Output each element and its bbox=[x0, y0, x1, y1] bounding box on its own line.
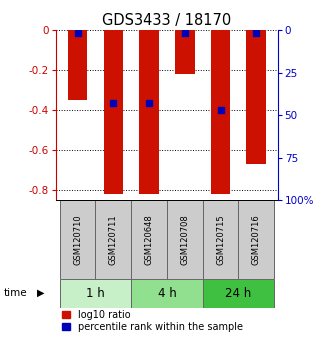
Text: GSM120710: GSM120710 bbox=[73, 214, 82, 265]
FancyBboxPatch shape bbox=[167, 200, 203, 279]
Text: 1 h: 1 h bbox=[86, 287, 105, 299]
FancyBboxPatch shape bbox=[203, 200, 239, 279]
Text: ▶: ▶ bbox=[37, 288, 44, 298]
Bar bbox=[139, 30, 159, 194]
Text: 24 h: 24 h bbox=[225, 287, 251, 299]
Text: GSM120715: GSM120715 bbox=[216, 214, 225, 265]
Bar bbox=[68, 30, 87, 100]
Text: GSM120708: GSM120708 bbox=[180, 214, 189, 265]
Bar bbox=[175, 30, 195, 74]
FancyBboxPatch shape bbox=[203, 279, 274, 308]
Text: time: time bbox=[3, 288, 27, 298]
Bar bbox=[103, 30, 123, 194]
Text: GSM120648: GSM120648 bbox=[144, 214, 153, 265]
FancyBboxPatch shape bbox=[60, 200, 95, 279]
FancyBboxPatch shape bbox=[60, 279, 131, 308]
FancyBboxPatch shape bbox=[239, 200, 274, 279]
Bar bbox=[247, 30, 266, 164]
Text: 4 h: 4 h bbox=[158, 287, 176, 299]
Text: GSM120716: GSM120716 bbox=[252, 214, 261, 265]
Text: GSM120711: GSM120711 bbox=[109, 214, 118, 265]
FancyBboxPatch shape bbox=[95, 200, 131, 279]
FancyBboxPatch shape bbox=[131, 279, 203, 308]
Legend: log10 ratio, percentile rank within the sample: log10 ratio, percentile rank within the … bbox=[61, 309, 244, 333]
FancyBboxPatch shape bbox=[131, 200, 167, 279]
Title: GDS3433 / 18170: GDS3433 / 18170 bbox=[102, 12, 231, 28]
Bar bbox=[211, 30, 230, 194]
